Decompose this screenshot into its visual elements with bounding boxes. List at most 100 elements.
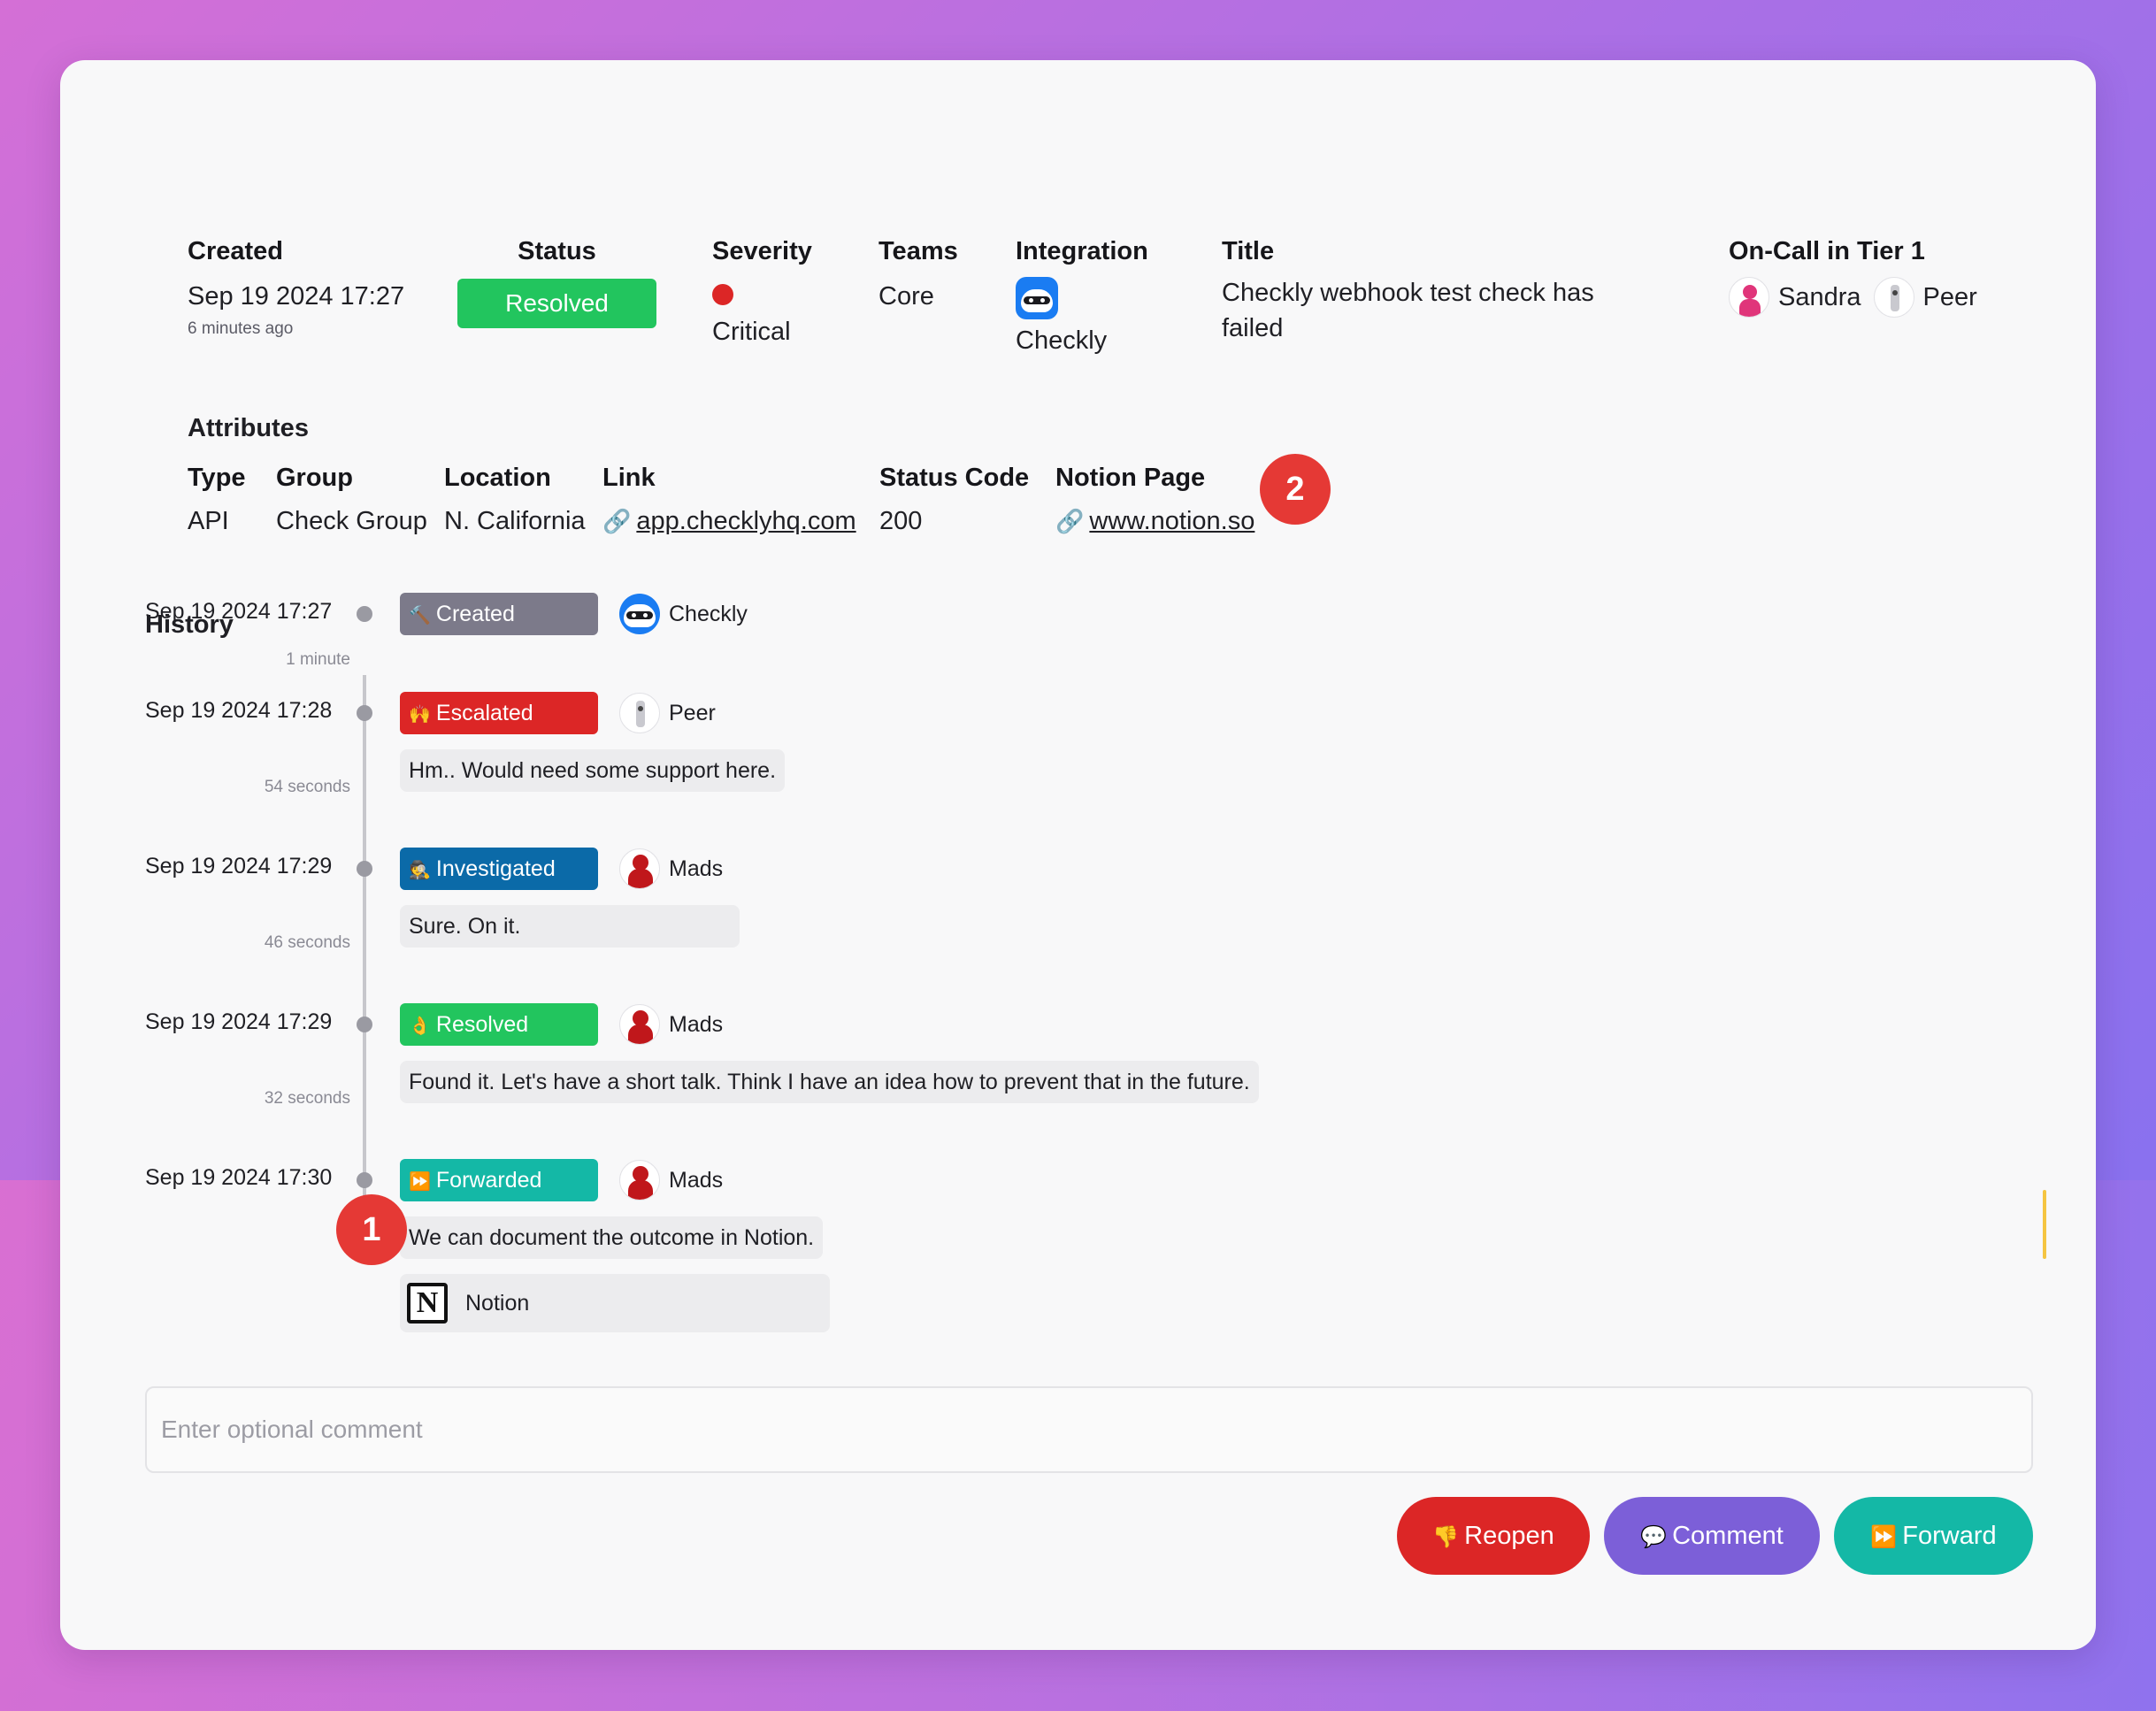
attr-notion-page-label: Notion Page [1055, 464, 1206, 492]
notion-icon: N [407, 1283, 448, 1324]
title-column: Title Checkly webhook test check has fai… [1222, 237, 1646, 346]
event-label: Created [435, 602, 515, 626]
timeline-dot [357, 861, 372, 877]
attr-status-code: Status Code 200 [879, 464, 1029, 539]
fast-forward-icon: ⏩ [409, 1172, 431, 1192]
teams-value: Core [879, 282, 934, 311]
speech-bubble-icon: 💬 [1640, 1525, 1668, 1549]
event-badge-escalated: 🙌 Escalated [400, 692, 598, 734]
comment-input[interactable] [145, 1386, 2033, 1473]
integration-column: Integration Checkly [1016, 237, 1148, 358]
checkly-avatar-icon [619, 594, 660, 634]
attr-status-code-value: 200 [879, 507, 923, 535]
created-column: Created Sep 19 2024 17:27 6 minutes ago [188, 237, 404, 339]
history-actor: Checkly [619, 594, 748, 634]
attributes-title: Attributes [188, 414, 309, 442]
history-actor: Peer [619, 693, 716, 733]
thumbs-down-icon: 👎 [1432, 1525, 1460, 1549]
event-badge-resolved: 👌 Resolved [400, 1003, 598, 1046]
link-icon: 🔗 [602, 508, 632, 534]
attr-location-value: N. California [444, 507, 586, 535]
detective-icon: 🕵 [409, 861, 431, 880]
history-title: History [145, 610, 234, 639]
timeline-dot [357, 1017, 372, 1032]
oncall-person-sandra[interactable]: Sandra [1778, 282, 1861, 311]
timeline-dot [357, 705, 372, 721]
notion-page-link[interactable]: www.notion.so [1089, 507, 1255, 535]
actor-name: Peer [669, 700, 716, 725]
oncall-people: Sandra Peer [1729, 277, 1977, 318]
raised-hands-icon: 🙌 [409, 705, 431, 725]
severity-label: Severity [712, 237, 812, 265]
oncall-label: On-Call in Tier 1 [1729, 237, 1925, 265]
history-actor: Mads [619, 1004, 723, 1045]
checkly-raccoon-icon [1016, 277, 1058, 319]
attr-notion-page-row: 🔗 www.notion.so [1055, 503, 1254, 539]
timeline-line [363, 675, 366, 1232]
history-time: Sep 19 2024 17:30 [145, 1165, 333, 1190]
history-time: Sep 19 2024 17:29 [145, 854, 333, 879]
history-comment: Hm.. Would need some support here. [400, 749, 786, 792]
mads-avatar [619, 1004, 660, 1045]
scroll-indicator [2043, 1190, 2046, 1259]
checkly-link[interactable]: app.checklyhq.com [636, 507, 856, 535]
notion-attachment[interactable]: N Notion [400, 1274, 830, 1332]
actor-name: Mads [669, 856, 724, 881]
history-time: Sep 19 2024 17:28 [145, 698, 333, 723]
oncall-column: On-Call in Tier 1 Sandra Peer [1729, 237, 1977, 318]
incident-card: Created Sep 19 2024 17:27 6 minutes ago … [60, 60, 2096, 1650]
teams-label: Teams [879, 237, 958, 265]
history-comment: We can document the outcome in Notion. [400, 1216, 824, 1259]
attr-link-row: 🔗 app.checklyhq.com [602, 503, 856, 539]
attr-type: Type API [188, 464, 246, 539]
status-label: Status [518, 237, 596, 265]
attr-link-label: Link [602, 464, 656, 492]
created-relative: 6 minutes ago [188, 319, 294, 338]
teams-column: Teams Core [879, 237, 958, 314]
attr-link: Link 🔗 app.checklyhq.com [602, 464, 856, 539]
actor-name: Mads [669, 1011, 724, 1037]
comment-label: Comment [1672, 1522, 1784, 1550]
link-icon: 🔗 [1055, 508, 1085, 534]
attr-group-label: Group [276, 464, 353, 492]
comment-button[interactable]: 💬 Comment [1604, 1497, 1820, 1575]
timeline-dot [357, 1172, 372, 1188]
incident-title: Checkly webhook test check has failed [1222, 279, 1594, 342]
event-label: Resolved [435, 1012, 529, 1037]
peer-avatar[interactable] [1873, 277, 1914, 318]
attr-status-code-label: Status Code [879, 464, 1030, 492]
attr-type-label: Type [188, 464, 246, 492]
history-duration: 32 seconds [264, 1089, 350, 1108]
event-label: Investigated [435, 856, 556, 881]
severity-dot-icon [712, 284, 733, 305]
severity-value: Critical [712, 318, 791, 346]
sandra-avatar[interactable] [1729, 277, 1769, 318]
severity-column: Severity Critical [712, 237, 812, 347]
forward-button[interactable]: ⏩ Forward [1834, 1497, 2033, 1575]
title-label: Title [1222, 237, 1275, 265]
created-label: Created [188, 237, 283, 265]
history-duration: 46 seconds [264, 933, 350, 952]
attr-group: Group Check Group [276, 464, 427, 539]
notion-attachment-label: Notion [465, 1290, 530, 1316]
attr-type-value: API [188, 507, 229, 535]
event-badge-created: 🔨 Created [400, 593, 598, 635]
created-value: Sep 19 2024 17:27 [188, 282, 405, 311]
status-column: Status Resolved [457, 237, 656, 328]
event-label: Forwarded [435, 1168, 542, 1193]
attr-notion-page: Notion Page 🔗 www.notion.so [1055, 464, 1254, 539]
event-badge-forwarded: ⏩ Forwarded [400, 1159, 598, 1201]
history-comment: Sure. On it. [400, 905, 740, 948]
reopen-button[interactable]: 👎 Reopen [1397, 1497, 1590, 1575]
mads-avatar [619, 1160, 660, 1201]
history-duration: 1 minute [286, 650, 350, 669]
oncall-person-peer[interactable]: Peer [1922, 282, 1977, 311]
history-time: Sep 19 2024 17:29 [145, 1009, 333, 1034]
ok-hand-icon: 👌 [409, 1017, 431, 1036]
incident-summary: Created Sep 19 2024 17:27 6 minutes ago … [60, 237, 2096, 361]
actor-name: Mads [669, 1167, 724, 1193]
integration-label: Integration [1016, 237, 1148, 265]
peer-avatar [619, 693, 660, 733]
event-label: Escalated [435, 701, 533, 725]
timeline-dot [357, 606, 372, 622]
